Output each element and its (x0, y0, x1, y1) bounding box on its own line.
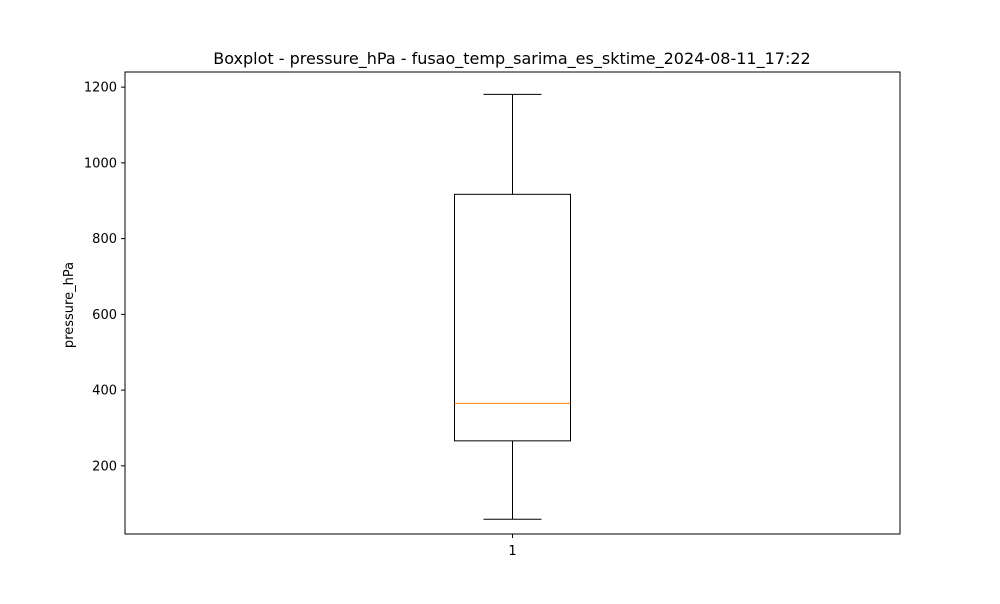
y-tick-label: 800 (92, 232, 117, 247)
y-tick-label: 600 (92, 308, 117, 323)
y-tick-label: 1200 (84, 81, 117, 96)
box-series (454, 93, 571, 520)
y-tick-label: 400 (92, 384, 117, 399)
chart-title: Boxplot - pressure_hPa - fusao_temp_sari… (213, 49, 810, 69)
x-axis-ticks: 1 (508, 534, 517, 559)
y-axis-ticks: 200 400 600 800 1000 1200 (84, 81, 125, 474)
y-tick-label: 200 (92, 459, 117, 474)
y-axis-label: pressure_hPa (62, 262, 77, 348)
x-tick-label: 1 (508, 544, 516, 559)
iqr-box (454, 193, 571, 442)
y-tick-label: 1000 (84, 156, 117, 171)
